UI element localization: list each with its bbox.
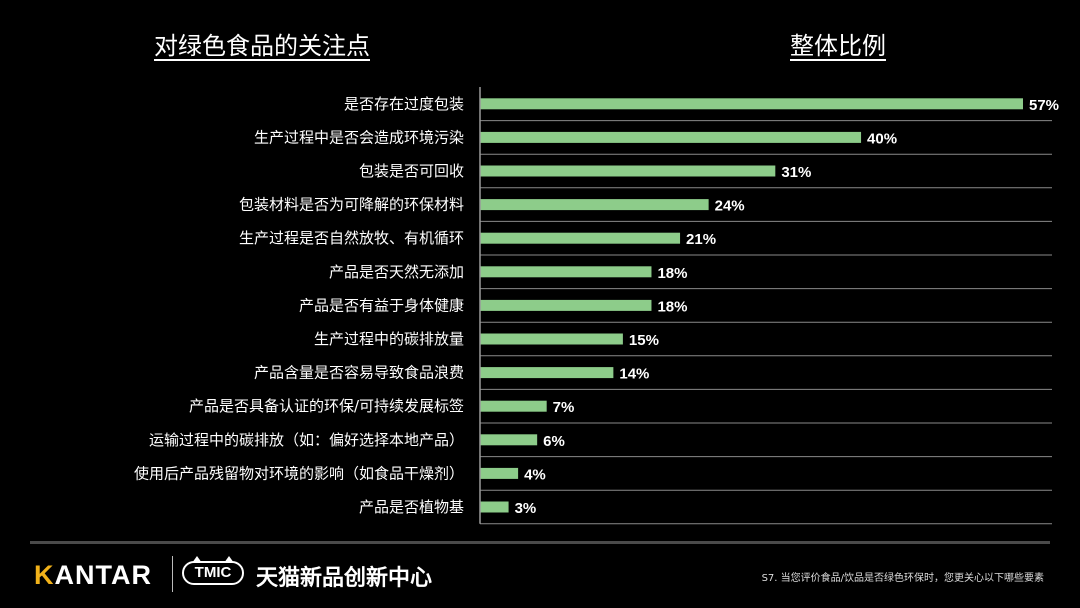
overall-ratio-heading: 整体比例 bbox=[790, 32, 886, 60]
bar bbox=[480, 434, 538, 446]
kantar-logo-rest: ANTAR bbox=[54, 560, 152, 590]
data-label: 31% bbox=[781, 164, 811, 181]
footer-rule bbox=[30, 541, 1050, 544]
logo-divider bbox=[172, 556, 173, 592]
bar bbox=[480, 98, 1023, 110]
data-label: 18% bbox=[657, 298, 687, 315]
category-label: 生产过程是否自然放牧、有机循环 bbox=[239, 229, 464, 247]
data-label: 7% bbox=[553, 399, 575, 416]
category-label: 生产过程中是否会造成环境污染 bbox=[254, 128, 464, 146]
data-label: 40% bbox=[867, 130, 897, 147]
data-label: 3% bbox=[515, 500, 537, 517]
bar bbox=[480, 400, 547, 412]
tmic-logo: TMIC bbox=[182, 556, 244, 585]
bar bbox=[480, 131, 862, 143]
category-column-heading: 对绿色食品的关注点 bbox=[154, 32, 370, 60]
category-label: 产品是否植物基 bbox=[359, 498, 464, 516]
data-label: 21% bbox=[686, 231, 716, 248]
data-label: 6% bbox=[543, 433, 565, 450]
category-label: 产品是否具备认证的环保/可持续发展标签 bbox=[189, 397, 464, 415]
kantar-logo: KANTAR bbox=[34, 560, 152, 591]
category-label: 包装是否可回收 bbox=[359, 162, 464, 180]
tmic-ear-left bbox=[192, 556, 202, 563]
bar bbox=[480, 199, 709, 211]
bar bbox=[480, 299, 652, 311]
category-label: 使用后产品残留物对环境的影响（如食品干燥剂） bbox=[134, 464, 464, 482]
bar bbox=[480, 501, 509, 513]
bar bbox=[480, 165, 776, 177]
horizontal-bar-chart: 是否存在过度包装 57% 生产过程中是否会造成环境污染 40% 包装是否可回收 31% 包装… bbox=[134, 87, 1059, 525]
data-label: 4% bbox=[524, 466, 546, 483]
data-label: 14% bbox=[619, 366, 649, 383]
survey-question-footnote: S7. 当您评价食品/饮品是否绿色环保时，您更关心以下哪些要素 bbox=[761, 573, 1044, 584]
tmic-logo-text: TMIC bbox=[194, 564, 232, 581]
category-label: 是否存在过度包装 bbox=[344, 95, 464, 113]
tmic-ear-right bbox=[224, 556, 234, 563]
category-label: 产品是否天然无添加 bbox=[329, 263, 464, 281]
bar bbox=[480, 367, 614, 379]
kantar-logo-k: K bbox=[34, 560, 55, 590]
category-label: 产品是否有益于身体健康 bbox=[299, 296, 464, 314]
bar bbox=[480, 333, 623, 345]
data-label: 15% bbox=[629, 332, 659, 349]
category-label: 包装材料是否为可降解的环保材料 bbox=[239, 196, 464, 214]
tmic-center-name: 天猫新品创新中心 bbox=[256, 566, 433, 591]
bar bbox=[480, 232, 681, 244]
data-label: 57% bbox=[1029, 97, 1059, 114]
bar bbox=[480, 266, 652, 278]
data-label: 18% bbox=[657, 265, 687, 282]
data-label: 24% bbox=[715, 198, 745, 215]
bar bbox=[480, 467, 519, 479]
category-label: 产品含量是否容易导致食品浪费 bbox=[254, 364, 464, 382]
category-label: 生产过程中的碳排放量 bbox=[314, 330, 464, 348]
category-label: 运输过程中的碳排放（如：偏好选择本地产品） bbox=[149, 431, 464, 449]
